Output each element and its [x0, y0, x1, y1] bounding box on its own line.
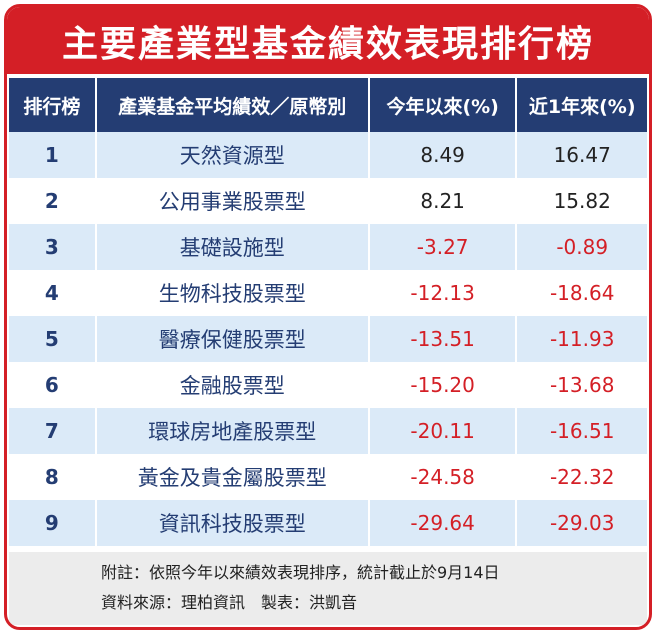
fund-type-cell: 生物科技股票型 — [96, 270, 370, 316]
ytd-cell: 8.21 — [369, 178, 518, 224]
table-row: 3 基礎設施型 -3.27 -0.89 — [9, 224, 648, 270]
table-row: 7 環球房地產股票型 -20.11 -16.51 — [9, 408, 648, 454]
header-rank: 排行榜 — [9, 78, 97, 132]
table-row: 2 公用事業股票型 8.21 15.82 — [9, 178, 648, 224]
fund-type-cell: 環球房地產股票型 — [96, 408, 370, 454]
table-row: 1 天然資源型 8.49 16.47 — [9, 132, 648, 178]
rank-cell: 2 — [9, 178, 97, 224]
header-ytd: 今年以來(%) — [369, 78, 518, 132]
footnote: 附註：依照今年以來績效表現排序，統計截止於9月14日 — [101, 563, 500, 582]
one-year-cell: 16.47 — [517, 132, 648, 178]
table-body: 1 天然資源型 8.49 16.47 2 公用事業股票型 8.21 15.82 3 基礎設施型 -3… — [9, 132, 648, 546]
table-row: 6 金融股票型 -15.20 -13.68 — [9, 362, 648, 408]
one-year-cell: -13.68 — [517, 362, 648, 408]
one-year-cell: 15.82 — [517, 178, 648, 224]
rank-cell: 6 — [9, 362, 97, 408]
one-year-cell: -22.32 — [517, 454, 648, 500]
header-1y: 近1年來(%) — [517, 78, 648, 132]
source-credit: 資料來源：理柏資訊 製表：洪凱音 — [101, 593, 358, 612]
one-year-cell: -11.93 — [517, 316, 648, 362]
ytd-cell: -24.58 — [369, 454, 518, 500]
table-row: 5 醫療保健股票型 -13.51 -11.93 — [9, 316, 648, 362]
rank-cell: 8 — [9, 454, 97, 500]
table-row: 4 生物科技股票型 -12.13 -18.64 — [9, 270, 648, 316]
rank-cell: 5 — [9, 316, 97, 362]
one-year-cell: -18.64 — [517, 270, 648, 316]
rank-cell: 9 — [9, 500, 97, 546]
table-row: 8 黃金及貴金屬股票型 -24.58 -22.32 — [9, 454, 648, 500]
fund-type-cell: 公用事業股票型 — [96, 178, 370, 224]
header-fund-type: 產業基金平均績效／原幣別 — [96, 78, 370, 132]
one-year-cell: -16.51 — [517, 408, 648, 454]
fund-type-cell: 金融股票型 — [96, 362, 370, 408]
chart-frame: 主要產業型基金績效表現排行榜 排行榜 產業基金平均績效／原幣別 今年以來(%) … — [4, 4, 652, 630]
rank-cell: 7 — [9, 408, 97, 454]
ytd-cell: -29.64 — [369, 500, 518, 546]
fund-type-cell: 基礎設施型 — [96, 224, 370, 270]
one-year-cell: -0.89 — [517, 224, 648, 270]
one-year-cell: -29.03 — [517, 500, 648, 546]
title-bar: 主要產業型基金績效表現排行榜 — [7, 7, 649, 74]
footer: 附註：依照今年以來績效表現排序，統計截止於9月14日 資料來源：理柏資訊 製表：… — [9, 552, 647, 625]
ytd-cell: -12.13 — [369, 270, 518, 316]
ytd-cell: -15.20 — [369, 362, 518, 408]
rank-cell: 1 — [9, 132, 97, 178]
table-header: 排行榜 產業基金平均績效／原幣別 今年以來(%) 近1年來(%) — [9, 78, 648, 132]
ytd-cell: -20.11 — [369, 408, 518, 454]
fund-type-cell: 黃金及貴金屬股票型 — [96, 454, 370, 500]
page-title: 主要產業型基金績效表現排行榜 — [61, 23, 594, 65]
rank-cell: 4 — [9, 270, 97, 316]
ranking-table: 排行榜 產業基金平均績效／原幣別 今年以來(%) 近1年來(%) 1 天然資源型 8… — [9, 78, 648, 546]
ytd-cell: -3.27 — [369, 224, 518, 270]
fund-type-cell: 資訊科技股票型 — [96, 500, 370, 546]
rank-cell: 3 — [9, 224, 97, 270]
ytd-cell: 8.49 — [369, 132, 518, 178]
fund-type-cell: 天然資源型 — [96, 132, 370, 178]
ytd-cell: -13.51 — [369, 316, 518, 362]
table-row: 9 資訊科技股票型 -29.64 -29.03 — [9, 500, 648, 546]
fund-type-cell: 醫療保健股票型 — [96, 316, 370, 362]
